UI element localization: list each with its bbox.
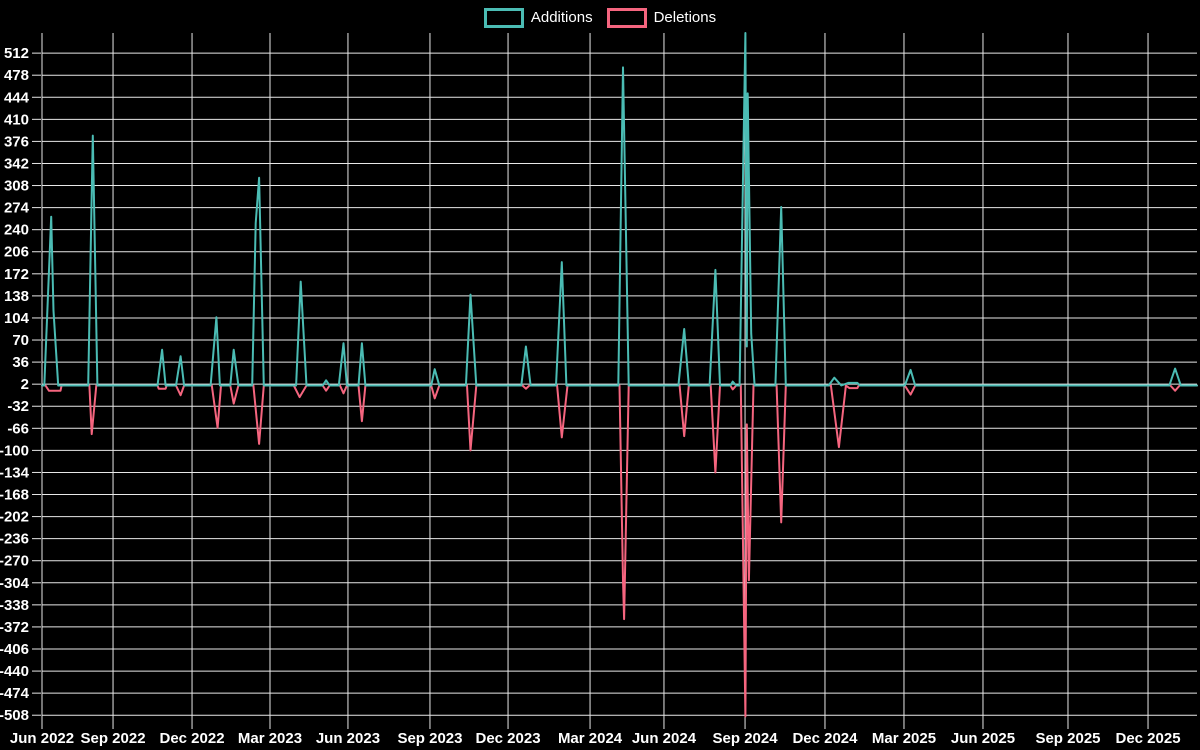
y-tick-label: 342 [4, 155, 29, 172]
legend-item-additions[interactable]: Additions [483, 8, 593, 28]
legend-item-deletions[interactable]: Deletions [606, 8, 717, 28]
y-tick-label: 444 [4, 89, 30, 106]
x-tick-label: Jun 2022 [10, 730, 74, 747]
y-tick-label: 240 [4, 222, 29, 239]
x-tick-label: Sep 2023 [397, 730, 462, 747]
series-line-deletions [41, 384, 1198, 718]
x-tick-label: Mar 2023 [238, 730, 302, 747]
y-tick-label: 138 [4, 288, 29, 305]
x-tick-label: Dec 2023 [476, 730, 541, 747]
y-tick-label: 512 [4, 45, 29, 62]
y-tick-label: -304 [0, 575, 30, 592]
y-tick-label: -440 [0, 663, 29, 680]
y-tick-label: -66 [7, 420, 29, 437]
x-tick-label: Mar 2025 [872, 730, 936, 747]
x-tick-label: Jun 2023 [316, 730, 380, 747]
y-tick-label: 410 [4, 111, 29, 128]
x-tick-label: Dec 2024 [792, 730, 858, 747]
x-tick-label: Jun 2024 [632, 730, 697, 747]
y-tick-label: -372 [0, 619, 29, 636]
y-tick-label: -508 [0, 707, 29, 724]
chart-legend: Additions Deletions [0, 8, 1200, 28]
y-tick-label: -270 [0, 553, 29, 570]
x-tick-label: Dec 2025 [1115, 730, 1180, 747]
y-tick-label: -236 [0, 531, 29, 548]
y-tick-label: -32 [7, 398, 29, 415]
y-tick-label: -474 [0, 685, 30, 702]
y-tick-label: 2 [21, 376, 29, 393]
y-tick-label: 206 [4, 244, 29, 261]
y-tick-label: -100 [0, 442, 29, 459]
series-line-additions [41, 32, 1198, 387]
legend-label-additions: Additions [530, 9, 593, 26]
additions-swatch-icon [483, 8, 524, 28]
y-tick-label: -338 [0, 597, 29, 614]
x-tick-label: Sep 2022 [81, 730, 146, 747]
y-tick-label: -406 [0, 641, 29, 658]
y-tick-label: -134 [0, 464, 30, 481]
x-tick-label: Sep 2025 [1035, 730, 1100, 747]
y-tick-label: 478 [4, 67, 29, 84]
y-tick-label: 274 [4, 200, 30, 217]
x-tick-label: Dec 2022 [160, 730, 225, 747]
y-tick-label: 104 [4, 310, 30, 327]
x-tick-label: Jun 2025 [951, 730, 1015, 747]
legend-label-deletions: Deletions [653, 9, 717, 26]
y-tick-label: 172 [4, 266, 29, 283]
y-tick-label: 70 [12, 332, 29, 349]
y-tick-label: 376 [4, 133, 29, 150]
y-tick-label: -168 [0, 487, 29, 504]
x-tick-label: Mar 2024 [558, 730, 623, 747]
deletions-swatch-icon [606, 8, 647, 28]
y-tick-label: 36 [12, 354, 29, 371]
y-tick-label: -202 [0, 509, 29, 526]
y-tick-label: 308 [4, 178, 29, 195]
x-tick-label: Sep 2024 [713, 730, 779, 747]
